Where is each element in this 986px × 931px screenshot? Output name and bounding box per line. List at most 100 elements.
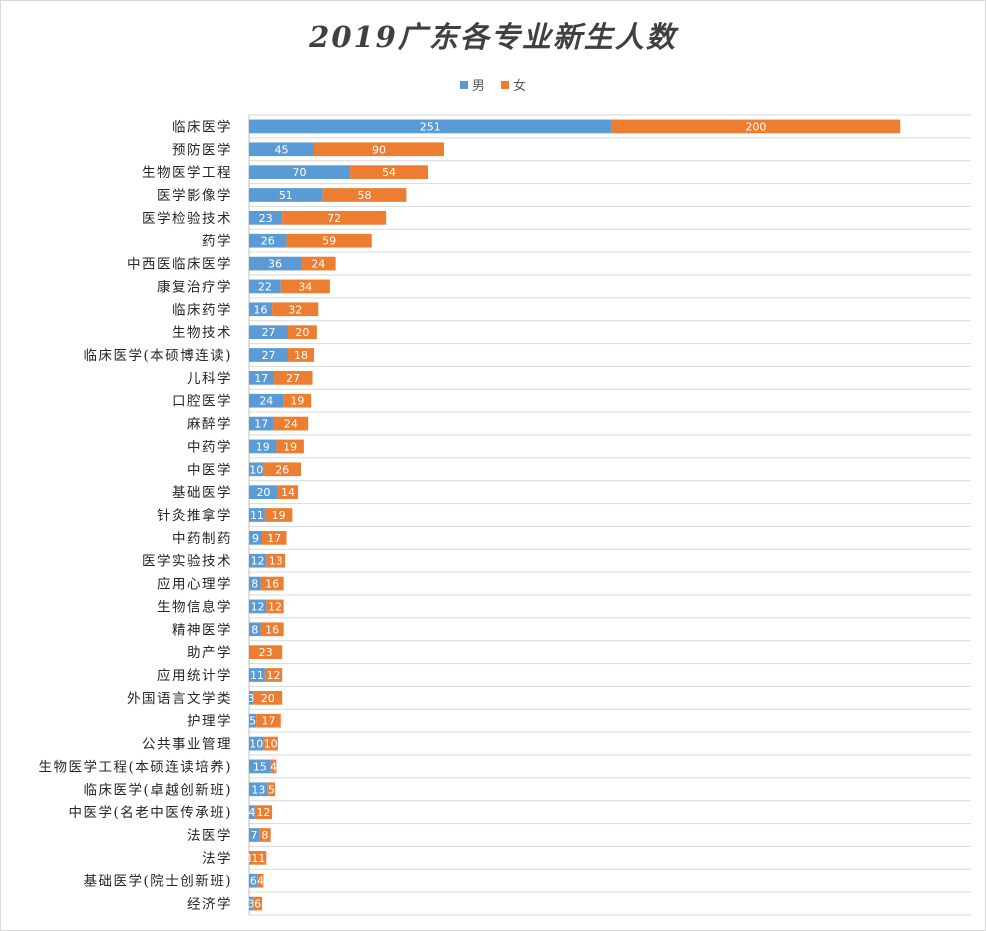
data-label-female: 10 (264, 738, 278, 751)
category-label: 生物技术 (172, 325, 232, 341)
bar-female (257, 873, 264, 888)
category-label: 口腔医学 (172, 394, 232, 410)
data-label-female: 16 (265, 623, 279, 636)
legend-label-male: 男 (471, 79, 485, 94)
bar-female (300, 256, 336, 271)
data-label-female: 19 (283, 440, 297, 453)
bar-female (267, 782, 275, 797)
data-label-male: 17 (254, 372, 268, 385)
data-label-female: 5 (268, 783, 275, 796)
category-label: 临床医学(卓越创新班) (83, 782, 232, 798)
bar-male (249, 485, 278, 499)
data-label-male: 10 (249, 463, 263, 476)
data-label-male: 22 (258, 280, 272, 293)
category-label: 精神医学 (172, 622, 232, 638)
data-label-male: 27 (261, 326, 275, 339)
bar-male (249, 188, 323, 202)
bar-male (249, 233, 287, 248)
bar-male (249, 531, 262, 545)
bar-male (249, 211, 283, 225)
data-label-female: 16 (265, 578, 279, 591)
data-label-female: 12 (267, 669, 281, 682)
data-label-female: 17 (261, 715, 275, 728)
legend-item-female: 女 (501, 75, 526, 94)
data-label-male: 70 (293, 166, 307, 179)
data-label-male: 13 (251, 783, 265, 796)
bar-female (273, 416, 309, 431)
category-label: 医学实验技术 (142, 554, 232, 570)
category-label: 公共事业管理 (142, 737, 232, 753)
bar-male (249, 599, 267, 614)
data-label-female: 200 (745, 120, 766, 133)
category-label: 基础医学(院士创新班) (83, 873, 232, 890)
bar-female (263, 462, 301, 477)
category-label: 中西医临床医学 (127, 257, 232, 273)
bar-female (350, 165, 429, 179)
bar-female (282, 211, 387, 225)
bar-male (249, 393, 284, 408)
bar-male (249, 622, 261, 637)
data-label-female: 4 (257, 875, 264, 888)
data-label-female: 11 (251, 852, 265, 865)
data-label-female: 23 (259, 646, 273, 659)
bar-female (272, 302, 319, 317)
bar-male (249, 142, 314, 157)
data-label-female: 14 (281, 486, 295, 499)
bar-male (249, 553, 267, 568)
category-label: 法医学 (187, 828, 232, 844)
chart-title: 2019广东各专业新生人数 (309, 20, 677, 54)
category-label: 中医学(名老中医传承班) (68, 805, 232, 821)
data-label-male: 8 (251, 623, 258, 636)
data-label-male: 19 (256, 440, 270, 453)
data-label-male: 4 (248, 806, 255, 819)
data-label-male: 51 (279, 189, 293, 202)
data-label-male: 27 (261, 349, 275, 362)
data-label-male: 5 (249, 715, 256, 728)
data-label-female: 32 (288, 303, 302, 316)
bar-female (266, 553, 286, 568)
bar-female (260, 622, 284, 637)
data-label-female: 12 (256, 806, 270, 819)
data-label-female: 90 (372, 143, 386, 156)
bar-male (249, 691, 254, 705)
bar-female (253, 691, 283, 705)
bar-male (249, 416, 274, 431)
data-label-male: 11 (250, 509, 264, 522)
data-label-male: 251 (420, 120, 441, 133)
data-label-male: 8 (251, 578, 258, 591)
data-label-male: 36 (268, 258, 282, 271)
bar-male (249, 302, 273, 317)
data-label-female: 26 (275, 463, 289, 476)
category-label: 临床药学 (172, 302, 232, 318)
bar-female (276, 439, 304, 454)
category-label: 应用统计学 (157, 667, 232, 684)
data-label-male: 16 (254, 303, 268, 316)
bar-male (249, 325, 288, 339)
bar-female (287, 348, 314, 362)
data-label-female: 24 (284, 418, 298, 431)
data-label-male: 24 (259, 395, 273, 408)
bar-male (249, 256, 301, 271)
data-label-male: 3 (248, 898, 255, 911)
bar-female (253, 896, 262, 911)
bar-male (249, 759, 271, 774)
bar-male (249, 371, 274, 385)
bar-male (249, 668, 265, 682)
legend-item-male: 男 (459, 75, 485, 94)
bar-female (249, 645, 283, 659)
bar-male (249, 462, 264, 477)
data-label-female: 17 (267, 532, 281, 545)
data-label-male: 7 (251, 829, 258, 842)
data-label-male: 12 (251, 600, 265, 613)
category-label: 临床医学 (172, 119, 232, 135)
category-label: 生物医学工程(本硕连读培养) (38, 759, 232, 775)
category-label: 基础医学 (172, 484, 232, 501)
bar-male (249, 279, 281, 294)
bar-female (270, 759, 277, 774)
category-label: 中药学 (187, 439, 232, 455)
bar-female (287, 325, 317, 339)
data-label-male: 9 (252, 532, 259, 545)
bar-male (249, 508, 265, 522)
category-label: 医学影像学 (157, 188, 232, 204)
